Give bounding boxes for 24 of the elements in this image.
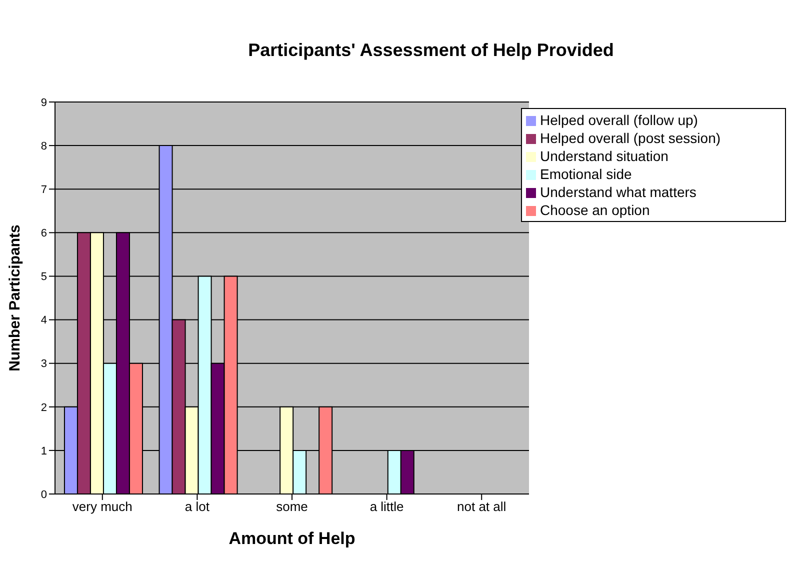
y-tick-label: 9: [40, 96, 47, 109]
legend-label: Helped overall (follow up): [540, 112, 698, 128]
y-axis-title: Number Participants: [6, 224, 24, 372]
x-tick-label: some: [276, 499, 308, 514]
legend-label: Emotional side: [540, 166, 632, 182]
legend-label: Understand what matters: [540, 184, 696, 200]
y-tick-label: 1: [40, 445, 47, 458]
y-tick-label: 8: [40, 140, 47, 152]
x-tick-label: a lot: [184, 499, 210, 514]
legend-label: Helped overall (post session): [540, 130, 721, 146]
y-tick-label: 3: [40, 358, 47, 370]
chart-title: Participants' Assessment of Help Provided: [247, 40, 615, 61]
legend-label: Understand situation: [540, 148, 668, 164]
x-axis-title: Amount of Help: [228, 529, 356, 548]
y-tick-label: 0: [40, 488, 47, 501]
y-tick-label: 5: [40, 271, 47, 284]
legend-label: Choose an option: [540, 202, 650, 218]
x-tick-label: a little: [370, 499, 404, 514]
y-tick-label: 7: [40, 184, 47, 196]
y-tick-label: 4: [40, 314, 47, 327]
y-tick-label: 2: [40, 402, 47, 414]
y-tick-label: 6: [40, 228, 47, 240]
x-tick-label: not at all: [457, 499, 506, 514]
x-tick-label: very much: [72, 499, 132, 514]
